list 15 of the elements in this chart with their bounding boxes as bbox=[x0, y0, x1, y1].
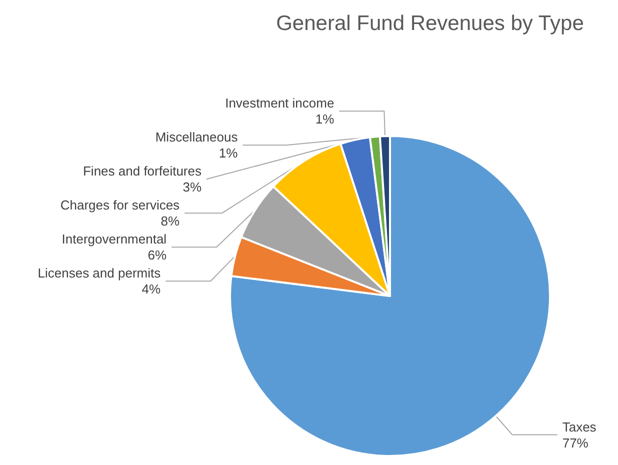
data-label: 3% bbox=[182, 180, 202, 195]
slice-label: Investment income bbox=[225, 96, 334, 111]
data-label: 77% bbox=[562, 435, 589, 450]
slice-label: Charges for services bbox=[60, 198, 180, 213]
slice-label: Fines and forfeitures bbox=[82, 164, 202, 179]
slice-label: Miscellaneous bbox=[155, 130, 238, 145]
data-label: 4% bbox=[142, 282, 162, 297]
chart-title: General Fund Revenues by Type bbox=[276, 12, 584, 35]
slice-label: Intergovernmental bbox=[62, 232, 167, 247]
data-label: 1% bbox=[218, 146, 238, 161]
slice-label: Licenses and permits bbox=[38, 266, 162, 281]
data-label: 8% bbox=[160, 214, 180, 229]
slice-label: Taxes bbox=[562, 419, 597, 434]
data-label: 6% bbox=[148, 248, 167, 263]
data-label: 1% bbox=[315, 112, 335, 127]
